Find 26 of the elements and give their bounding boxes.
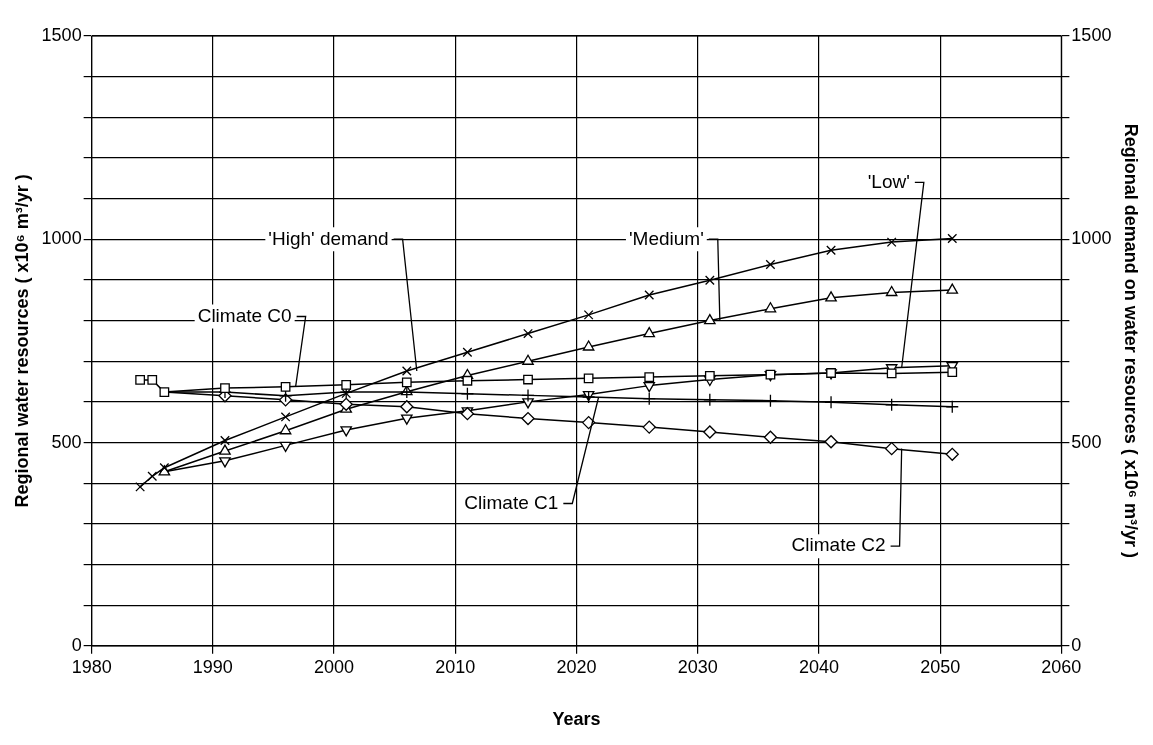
x-tick-label: 1990	[192, 656, 233, 677]
x-tick-label: 2050	[920, 656, 961, 677]
y2-tick-label: 1500	[1071, 24, 1112, 45]
text: Climate C1	[464, 491, 559, 513]
x-tick-label: 2000	[314, 656, 355, 677]
y-axis-title: Regional water resources ( x10⁶ m³/yr )	[11, 174, 32, 508]
text: Climate C0	[197, 304, 292, 326]
x-tick-label: 2010	[435, 656, 476, 677]
x-tick-label: 1980	[71, 656, 112, 677]
x-tick-label: 2060	[1041, 656, 1082, 677]
text: 'Medium'	[628, 227, 704, 249]
text: 'Low'	[867, 170, 910, 192]
y2-tick-label: 0	[1071, 634, 1082, 655]
text: Climate C2	[791, 534, 886, 556]
x-tick-label: 2040	[798, 656, 839, 677]
x-tick-label: 2020	[556, 656, 597, 677]
text: 'High' demand	[268, 227, 389, 249]
y-tick-label: 0	[71, 634, 82, 655]
x-axis-title: Years	[552, 709, 601, 730]
y2-tick-label: 500	[1071, 431, 1102, 452]
x-tick-label: 2030	[677, 656, 718, 677]
y2-tick-label: 1000	[1071, 228, 1112, 249]
y-tick-label: 1000	[41, 228, 82, 249]
y-tick-label: 500	[51, 431, 82, 452]
y2-axis-title: Regional demand on water resources ( x10⁶ m³/yr )	[1121, 123, 1142, 559]
y-tick-label: 1500	[41, 24, 82, 45]
